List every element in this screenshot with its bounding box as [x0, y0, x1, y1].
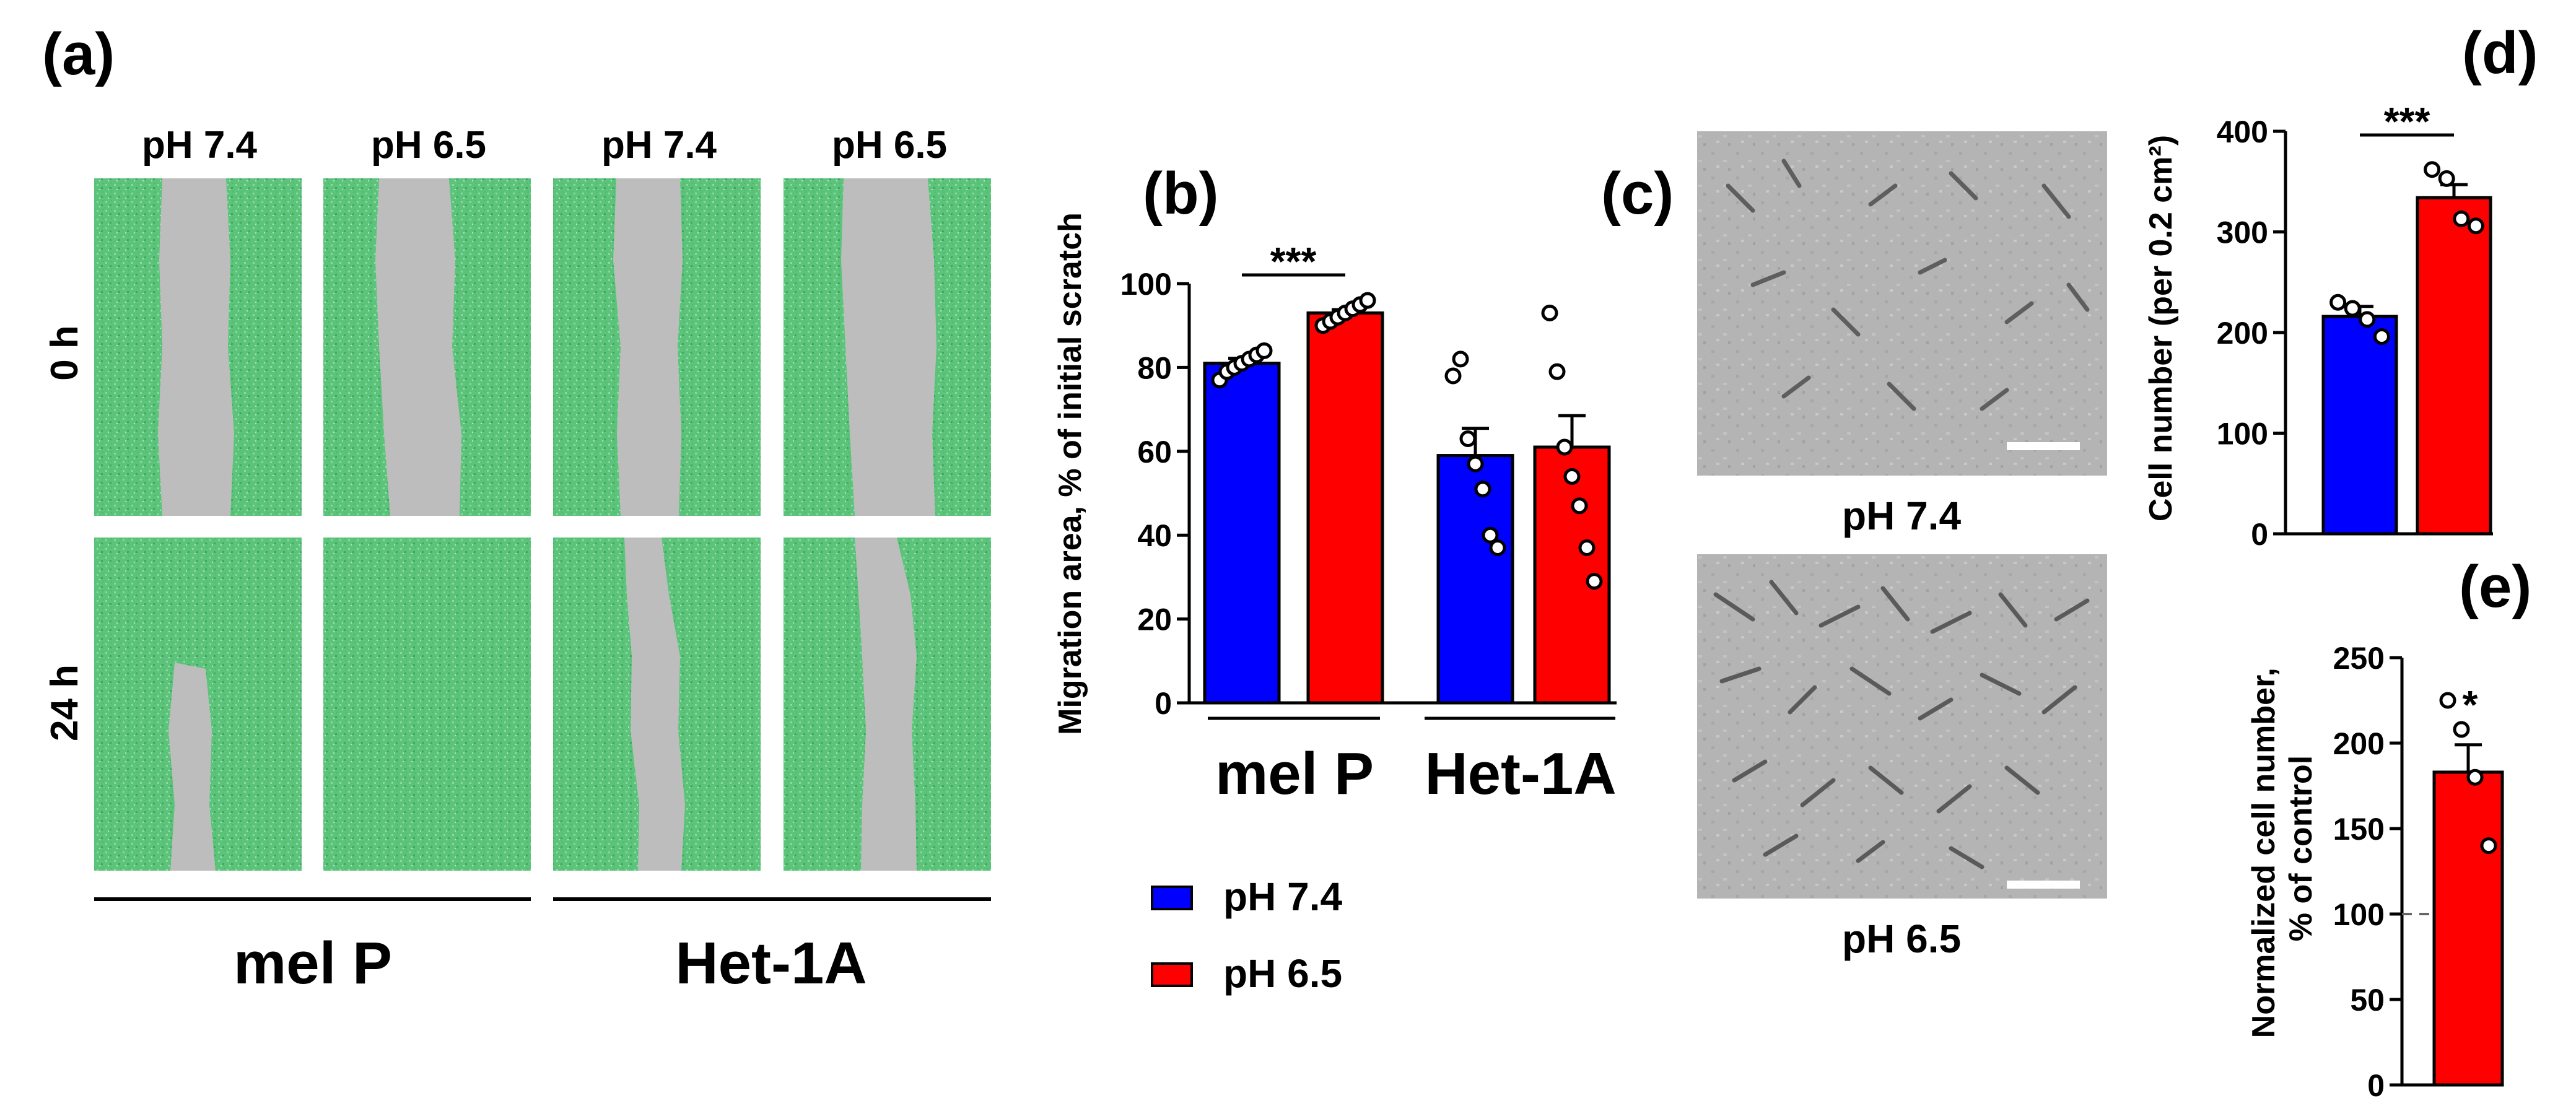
data-point: [1586, 573, 1603, 590]
data-point: [2439, 692, 2456, 709]
data-point: [2467, 217, 2484, 235]
y-tick-label: 250: [2333, 641, 2385, 676]
data-point: [1482, 526, 1499, 544]
bar: [2416, 196, 2492, 536]
micrograph-caption: pH 7.4: [1842, 494, 1961, 538]
bar: [2321, 315, 2398, 536]
legend: pH 7.4 pH 6.5: [1151, 874, 1342, 996]
significance-marker: ***: [2384, 99, 2430, 144]
data-point: [2480, 837, 2497, 855]
scratch-image: [323, 538, 531, 871]
data-point: [1541, 304, 1558, 321]
scale-bar: [2007, 881, 2080, 889]
chart-normalized-cell-number: Normalized cell number, % of control 0 50…: [2246, 641, 2504, 1103]
y-axis-label: Normalized cell number, % of control: [2246, 659, 2319, 1038]
panel-letter-c: (c): [1601, 160, 1674, 227]
bar: [1306, 311, 1384, 705]
data-point: [2344, 300, 2361, 317]
scratch-image: [94, 538, 302, 871]
row-label: 24 h: [43, 664, 86, 741]
data-point: [2466, 768, 2484, 786]
bar: [1203, 362, 1281, 705]
panel-c: pH 7.4: [1697, 131, 2107, 961]
micrograph-ph65: [1697, 554, 2107, 899]
y-tick-label: 200: [2217, 316, 2268, 351]
column-header: pH 7.4: [142, 124, 258, 167]
y-axis-label-line-2: % of control: [2283, 755, 2319, 941]
data-point: [1444, 367, 1462, 385]
data-point: [2438, 170, 2455, 187]
group-label: mel P: [1215, 741, 1374, 807]
data-point: [1489, 539, 1506, 557]
y-tick-label: 100: [2333, 897, 2385, 932]
y-tick-label: 200: [2333, 726, 2385, 761]
data-point: [2359, 311, 2376, 328]
panel-letter-e: (e): [2459, 554, 2531, 620]
y-tick-label: 150: [2333, 812, 2385, 847]
data-point: [1556, 438, 1573, 456]
data-point: [1452, 351, 1469, 368]
y-axis-label: Migration area, % of initial scratch: [1052, 212, 1088, 735]
scratch-image: [323, 178, 531, 516]
chart-migration-area: Migration area, % of initial scratch 0 20…: [1052, 212, 1617, 807]
data-point: [1474, 481, 1491, 498]
y-tick-label: 100: [2217, 417, 2268, 451]
legend-label: pH 6.5: [1223, 951, 1342, 996]
group-label: mel P: [234, 930, 392, 996]
row-label: 0 h: [43, 325, 86, 381]
significance-marker: ***: [1270, 239, 1317, 284]
column-header: pH 6.5: [832, 124, 947, 167]
data-point: [1467, 455, 1484, 472]
group-label: Het-1A: [1425, 741, 1616, 807]
micrograph-caption: pH 6.5: [1842, 917, 1961, 961]
y-tick-label: 100: [1120, 267, 1172, 302]
significance-marker: *: [2463, 682, 2478, 727]
column-header: pH 7.4: [601, 124, 717, 167]
group-label: Het-1A: [675, 930, 867, 996]
scratch-image: [553, 178, 761, 516]
legend-swatch-red: [1151, 962, 1193, 987]
panel-letter-d: (d): [2462, 20, 2538, 86]
data-point: [1563, 468, 1581, 485]
micrograph-ph74: [1697, 131, 2107, 476]
y-tick-label: 80: [1137, 351, 1172, 385]
y-tick-label: 0: [2367, 1068, 2385, 1103]
scratch-image: [553, 538, 761, 871]
panel-a: pH 7.4 pH 6.5 pH 7.4 pH 6.5 0 h 24 h: [43, 124, 991, 996]
data-point: [1459, 430, 1477, 447]
y-axis-label: Cell number (per 0.2 cm²): [2143, 135, 2179, 521]
y-tick-label: 50: [2350, 983, 2385, 1017]
data-point: [1578, 539, 1596, 557]
y-tick-label: 20: [1137, 603, 1172, 637]
y-tick-label: 40: [1137, 518, 1172, 553]
data-point: [2453, 210, 2470, 227]
bar: [2432, 770, 2504, 1087]
legend-swatch-blue: [1151, 886, 1193, 910]
legend-label: pH 7.4: [1223, 874, 1342, 919]
panel-letter-a: (a): [42, 21, 115, 87]
y-tick-label: 60: [1137, 435, 1172, 469]
column-header: pH 6.5: [371, 124, 486, 167]
y-tick-label: 0: [2251, 517, 2268, 552]
data-point: [1255, 342, 1273, 359]
scale-bar: [2007, 442, 2080, 450]
data-point: [1548, 363, 1566, 380]
y-tick-label: 0: [1155, 686, 1172, 721]
chart-cell-number: Cell number (per 0.2 cm²) 0100200300400 …: [2143, 99, 2493, 552]
data-point: [2424, 161, 2441, 178]
data-point: [1359, 292, 1376, 309]
panel-letter-b: (b): [1143, 160, 1219, 227]
y-tick-label: 300: [2217, 216, 2268, 250]
data-point: [2329, 294, 2347, 311]
scratch-image: [784, 538, 991, 871]
scratch-image: [784, 178, 991, 516]
data-point: [2453, 721, 2470, 738]
y-tick-label: 400: [2217, 115, 2268, 149]
data-point: [1571, 497, 1588, 515]
scratch-image: [94, 178, 302, 516]
y-axis-label-line-1: Normalized cell number,: [2246, 668, 2282, 1038]
data-point: [2373, 328, 2390, 345]
